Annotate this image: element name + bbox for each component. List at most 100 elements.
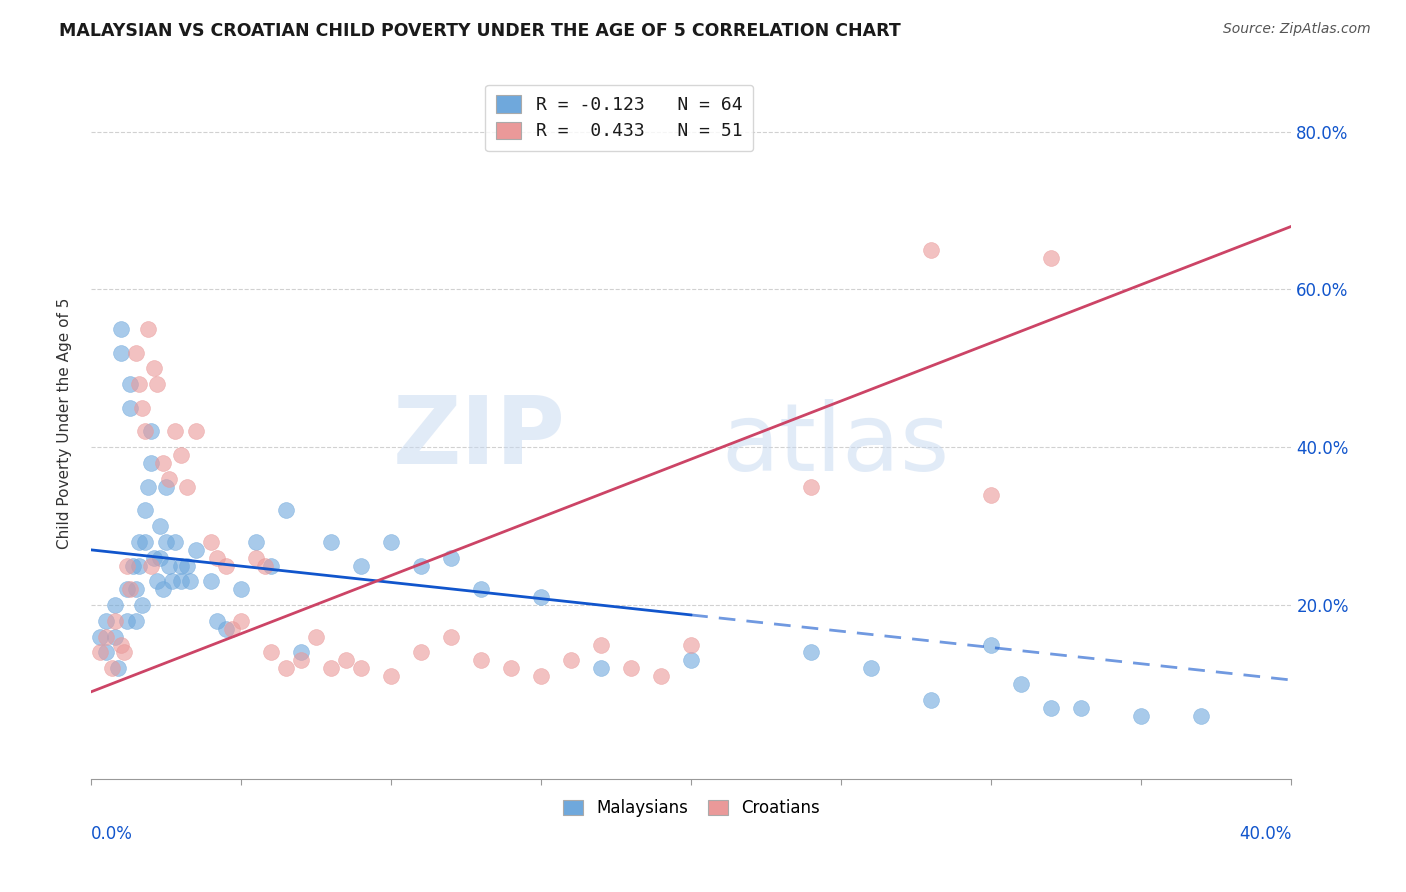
Point [205, 614, 228, 628]
Point [128, 558, 150, 573]
Point [1189, 708, 1212, 723]
Point [176, 558, 198, 573]
Point [229, 614, 252, 628]
Point [136, 322, 159, 336]
Point [104, 630, 127, 644]
Point [110, 638, 132, 652]
Point [170, 448, 193, 462]
Point [136, 480, 159, 494]
Point [380, 669, 402, 683]
Text: 0.0%: 0.0% [91, 825, 132, 843]
Point [800, 645, 823, 659]
Point [115, 614, 138, 628]
Point [1040, 700, 1063, 714]
Point [184, 542, 207, 557]
Point [139, 456, 162, 470]
Point [200, 574, 222, 589]
Point [650, 669, 672, 683]
Point [229, 582, 252, 597]
Point [107, 661, 129, 675]
Point [350, 661, 373, 675]
Point [139, 558, 162, 573]
Point [319, 535, 342, 549]
Point [530, 669, 553, 683]
Point [170, 558, 193, 573]
Legend: Malaysians, Croatians: Malaysians, Croatians [555, 792, 827, 823]
Point [681, 653, 703, 667]
Point [1010, 677, 1032, 691]
Point [1070, 700, 1092, 714]
Point [260, 645, 283, 659]
Point [163, 535, 186, 549]
Point [290, 653, 312, 667]
Point [110, 345, 132, 359]
Point [143, 361, 166, 376]
Point [163, 425, 186, 439]
Point [440, 550, 463, 565]
Point [409, 645, 432, 659]
Point [104, 598, 127, 612]
Point [89, 645, 111, 659]
Point [94, 630, 117, 644]
Point [920, 243, 942, 257]
Point [860, 661, 883, 675]
Point [146, 574, 169, 589]
Point [620, 661, 643, 675]
Point [118, 582, 141, 597]
Point [319, 661, 342, 675]
Y-axis label: Child Poverty Under the Age of 5: Child Poverty Under the Age of 5 [58, 298, 72, 549]
Point [179, 574, 201, 589]
Point [139, 425, 162, 439]
Text: 40.0%: 40.0% [1239, 825, 1292, 843]
Point [101, 661, 124, 675]
Point [409, 558, 432, 573]
Point [134, 425, 156, 439]
Point [176, 480, 198, 494]
Point [800, 480, 823, 494]
Point [94, 614, 117, 628]
Point [980, 487, 1002, 501]
Point [245, 535, 267, 549]
Point [146, 377, 169, 392]
Point [253, 558, 276, 573]
Point [215, 622, 238, 636]
Point [501, 661, 523, 675]
Point [128, 377, 150, 392]
Point [125, 582, 148, 597]
Text: atlas: atlas [721, 399, 949, 491]
Point [155, 480, 177, 494]
Point [155, 535, 177, 549]
Point [591, 638, 613, 652]
Point [131, 401, 153, 415]
Point [200, 535, 222, 549]
Point [125, 614, 148, 628]
Point [149, 550, 172, 565]
Point [152, 582, 174, 597]
Point [221, 622, 243, 636]
Point [245, 550, 267, 565]
Point [89, 630, 111, 644]
Point [170, 574, 193, 589]
Point [157, 472, 180, 486]
Point [131, 598, 153, 612]
Point [470, 653, 492, 667]
Point [134, 535, 156, 549]
Point [128, 535, 150, 549]
Point [470, 582, 492, 597]
Point [681, 638, 703, 652]
Point [920, 692, 942, 706]
Point [205, 550, 228, 565]
Point [149, 519, 172, 533]
Text: ZIP: ZIP [392, 392, 565, 483]
Point [118, 401, 141, 415]
Point [305, 630, 328, 644]
Text: Source: ZipAtlas.com: Source: ZipAtlas.com [1223, 22, 1371, 37]
Point [440, 630, 463, 644]
Point [157, 558, 180, 573]
Point [134, 503, 156, 517]
Point [110, 322, 132, 336]
Point [160, 574, 183, 589]
Point [1040, 251, 1063, 265]
Point [380, 535, 402, 549]
Point [112, 645, 135, 659]
